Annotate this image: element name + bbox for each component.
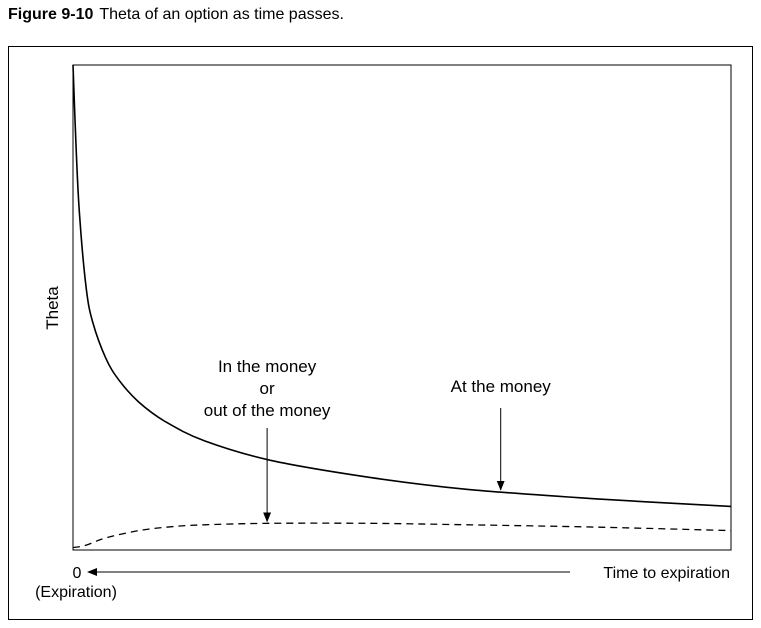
series-line-in-or-out-of-the-money [72,522,732,549]
plot-area-border [72,64,732,551]
annotation-0-line-0: In the money [218,357,317,376]
annotation-layer: In the money or out of the money At the mon… [204,357,552,523]
y-axis-label: Theta [43,286,62,330]
figure-caption: Figure 9-10 Theta of an option as time pa… [8,6,344,24]
series-layer [72,64,732,549]
annotation-0-line-1: or [260,379,275,398]
x-origin-sublabel: (Expiration) [35,584,117,601]
figure-number: Figure 9-10 [8,6,94,23]
figure-caption-text: Theta of an option as time passes. [99,6,344,23]
x-origin-label: 0 [73,565,82,582]
figure-frame [8,46,753,620]
annotation-0-line-2: out of the money [204,401,331,420]
x-axis-label: Time to expiration [603,565,730,582]
annotation-1-line-0: At the money [451,377,552,396]
series-line-at-the-money [72,64,732,508]
